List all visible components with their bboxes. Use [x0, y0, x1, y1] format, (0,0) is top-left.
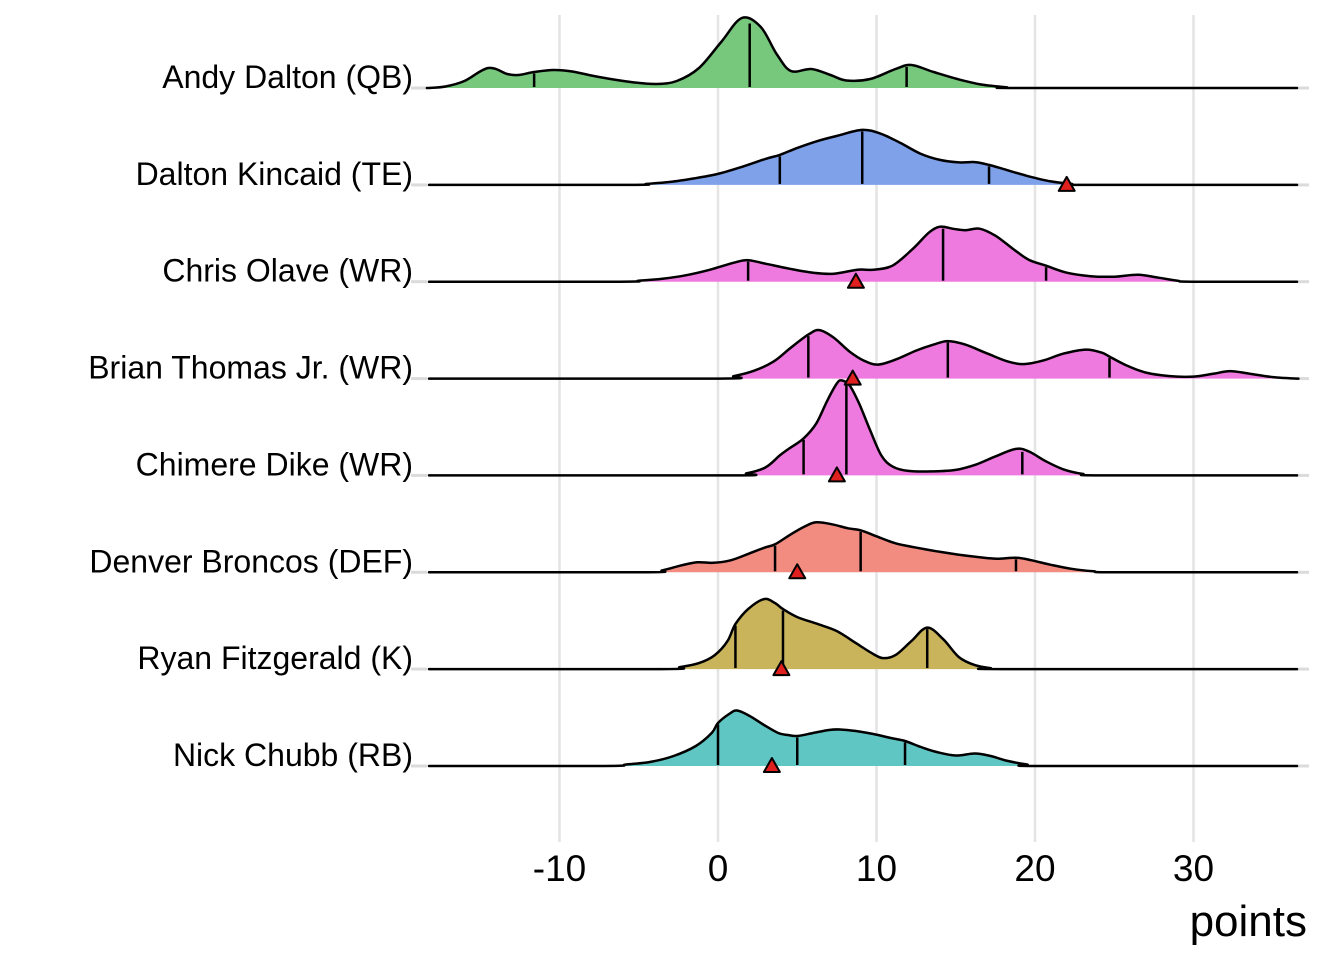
row-label: Ryan Fitzgerald (K) — [137, 640, 413, 676]
density-curve — [427, 379, 1299, 477]
density-rows-layer — [411, 16, 1309, 768]
row-chimere-dike-wr — [411, 379, 1309, 477]
observed-point-marker — [1057, 175, 1076, 192]
row-ryan-fitzgerald-k — [411, 597, 1309, 671]
row-andy-dalton-qb — [411, 16, 1309, 90]
observed-point-marker — [846, 272, 865, 289]
density-curve — [427, 225, 1299, 283]
row-brian-thomas-jr-wr — [411, 328, 1309, 381]
observed-point-marker — [788, 563, 807, 580]
observed-point-marker — [843, 369, 862, 386]
x-axis-title: points — [1190, 897, 1307, 946]
row-label: Chris Olave (WR) — [162, 253, 413, 289]
row-label: Brian Thomas Jr. (WR) — [88, 350, 413, 386]
x-tick-label: 30 — [1173, 848, 1214, 889]
labels-layer: Andy Dalton (QB) Dalton Kincaid (TE) Chris… — [88, 59, 1214, 889]
x-tick-label: 0 — [708, 848, 729, 889]
x-tick-label: 10 — [856, 848, 897, 889]
row-label: Andy Dalton (QB) — [162, 59, 413, 95]
x-tick-label: -10 — [533, 848, 586, 889]
row-nick-chubb-rb — [411, 709, 1309, 768]
row-label: Denver Broncos (DEF) — [89, 543, 413, 579]
row-denver-broncos-def — [411, 521, 1309, 574]
density-curve — [427, 597, 1299, 671]
row-label: Chimere Dike (WR) — [136, 446, 413, 482]
observed-point-marker — [827, 466, 846, 483]
density-curve — [427, 521, 1299, 574]
observed-point-marker — [762, 757, 781, 773]
density-curve — [427, 709, 1299, 768]
observed-markers-layer — [762, 175, 1076, 773]
x-tick-label: 20 — [1014, 848, 1055, 889]
density-curve — [425, 16, 1299, 90]
row-dalton-kincaid-te — [411, 128, 1309, 187]
observed-point-marker — [772, 660, 791, 677]
row-chris-olave-wr — [411, 225, 1309, 284]
row-label: Nick Chubb (RB) — [173, 737, 413, 773]
density-curve — [427, 328, 1300, 380]
row-label: Dalton Kincaid (TE) — [136, 156, 413, 192]
